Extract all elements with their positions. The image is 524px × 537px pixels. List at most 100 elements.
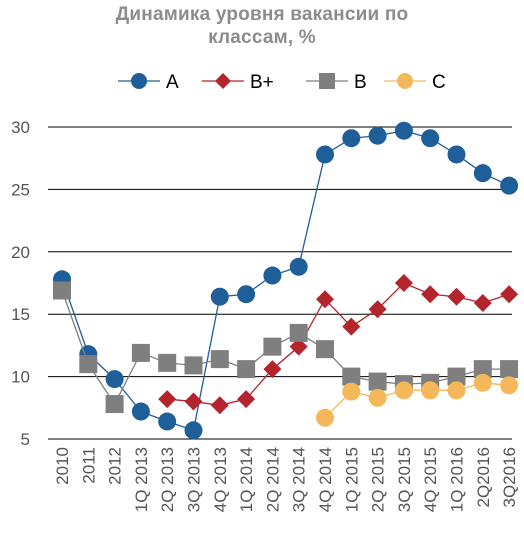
x-tick-label: 2010 — [53, 447, 72, 485]
y-axis-ticks: 5 10 15 20 25 30 — [11, 118, 30, 449]
data-point — [368, 300, 387, 319]
data-point — [421, 285, 440, 304]
x-tick-label: 2Q 2014 — [263, 447, 282, 512]
x-tick-label: 4Q 2014 — [316, 447, 335, 512]
data-point — [447, 367, 466, 386]
x-tick-label: 4Q 2013 — [211, 447, 230, 512]
legend-marker — [215, 73, 231, 89]
data-point — [394, 381, 413, 400]
series-3 — [316, 373, 519, 427]
data-point — [500, 176, 519, 195]
data-point — [368, 372, 387, 391]
chart-title-line-1: Динамика уровня вакансии по — [115, 4, 409, 25]
x-tick-label: 1Q 2013 — [132, 447, 151, 512]
legend-label: B+ — [250, 72, 274, 93]
data-point — [184, 392, 203, 411]
data-point — [210, 287, 229, 306]
data-point — [368, 126, 387, 145]
y-tick-label: 20 — [11, 243, 30, 262]
data-point — [447, 145, 466, 164]
data-point — [53, 281, 71, 300]
x-tick-label: 1Q 2014 — [237, 447, 256, 512]
x-tick-label: 4Q 2015 — [421, 447, 440, 512]
data-point — [342, 367, 361, 386]
legend: A B+ B C — [118, 72, 446, 93]
data-point — [473, 360, 492, 379]
data-point — [447, 381, 466, 400]
x-tick-label: 2011 — [79, 447, 98, 484]
data-point — [131, 402, 150, 421]
grid-layer — [48, 126, 512, 440]
legend-marker — [131, 73, 147, 89]
data-point — [237, 360, 256, 379]
legend-item-0: A — [118, 72, 179, 93]
data-point — [316, 340, 334, 359]
y-tick-label: 15 — [11, 305, 30, 324]
data-point — [342, 317, 361, 336]
data-point — [500, 285, 519, 304]
legend-item-1: B+ — [202, 72, 274, 93]
data-point — [473, 164, 492, 183]
data-point — [158, 412, 177, 431]
data-point — [158, 353, 177, 372]
x-tick-label: 3Q 2013 — [185, 447, 204, 512]
x-tick-label: 1Q 2015 — [342, 447, 361, 512]
data-point — [237, 390, 256, 409]
data-point — [500, 360, 519, 379]
data-point — [79, 355, 98, 374]
data-point — [184, 421, 203, 440]
data-point — [105, 395, 124, 414]
series-layer — [53, 121, 519, 440]
data-point — [237, 285, 256, 304]
x-tick-label: 2Q 2015 — [369, 447, 388, 512]
x-tick-label: 3Q 2014 — [290, 447, 309, 512]
legend-marker — [397, 73, 413, 89]
data-point — [158, 390, 177, 409]
x-tick-label: 2Q 2013 — [158, 447, 177, 512]
data-point — [421, 129, 440, 148]
data-point — [105, 370, 124, 389]
data-point — [131, 343, 150, 362]
series-1 — [158, 274, 519, 415]
data-point — [263, 266, 282, 285]
x-tick-label: 2Q2016 — [474, 447, 493, 508]
data-point — [263, 360, 282, 379]
data-point — [289, 257, 308, 276]
x-tick-label: 1Q 2016 — [448, 447, 467, 512]
data-point — [421, 381, 440, 400]
legend-item-3: C — [384, 72, 446, 93]
x-tick-label: 3Q2016 — [500, 447, 519, 508]
y-tick-label: 5 — [21, 430, 30, 449]
y-tick-label: 30 — [11, 118, 30, 137]
x-tick-label: 3Q 2015 — [395, 447, 414, 512]
legend-item-2: B — [306, 72, 367, 93]
data-point — [473, 293, 492, 312]
data-point — [316, 408, 334, 427]
data-point — [210, 350, 229, 369]
legend-label: C — [432, 72, 446, 93]
x-tick-label: 2012 — [106, 447, 125, 485]
data-point — [316, 290, 334, 309]
data-point — [316, 145, 334, 164]
data-point — [394, 121, 413, 140]
data-point — [342, 129, 361, 148]
data-point — [447, 287, 466, 306]
data-point — [342, 382, 361, 401]
series-line — [61, 290, 510, 406]
data-point — [184, 356, 203, 375]
legend-label: B — [354, 72, 367, 93]
legend-marker — [319, 73, 335, 89]
data-point — [473, 373, 492, 392]
data-point — [394, 274, 413, 292]
y-tick-label: 25 — [11, 180, 30, 199]
series-line — [61, 130, 510, 432]
data-point — [210, 396, 229, 415]
data-point — [263, 337, 282, 356]
data-point — [500, 376, 519, 395]
chart-title-line-2: классам, % — [208, 27, 316, 48]
x-axis-ticks: 2010 2011 2012 1Q 2013 2Q 2013 3Q 2013 4Q 2013… — [53, 447, 519, 512]
data-point — [289, 337, 308, 356]
data-point — [289, 323, 308, 342]
